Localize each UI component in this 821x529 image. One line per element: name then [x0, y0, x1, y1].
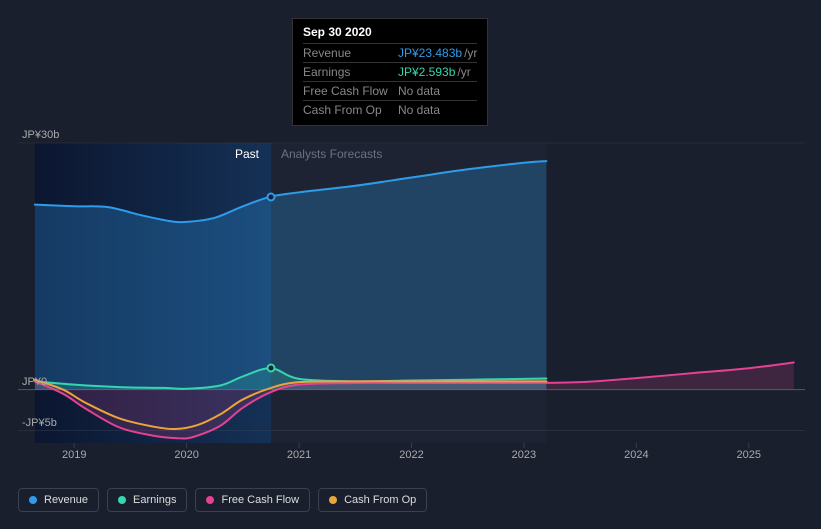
x-axis-label: 2023	[512, 449, 536, 461]
tooltip-row: Free Cash FlowNo data	[303, 81, 477, 100]
legend-item[interactable]: Free Cash Flow	[195, 488, 310, 512]
tooltip-row-value: No data	[398, 84, 440, 98]
tooltip-row-value: JP¥2.593b	[398, 65, 455, 79]
tooltip-row-label: Revenue	[303, 46, 398, 60]
chart-legend: Revenue Earnings Free Cash Flow Cash From O…	[18, 488, 427, 512]
tooltip-row-unit: /yr	[457, 65, 470, 79]
series-marker	[266, 364, 275, 373]
legend-dot-icon	[206, 496, 214, 504]
series-marker	[266, 192, 275, 201]
tooltip-row-label: Earnings	[303, 65, 398, 79]
tooltip-row-value: No data	[398, 103, 440, 117]
legend-dot-icon	[329, 496, 337, 504]
region-label-past: Past	[235, 147, 259, 161]
tooltip-row: EarningsJP¥2.593b /yr	[303, 62, 477, 81]
tooltip-row: Cash From OpNo data	[303, 100, 477, 119]
y-axis-label: -JP¥5b	[22, 417, 57, 429]
region-label-forecast: Analysts Forecasts	[281, 147, 382, 161]
legend-item-label: Cash From Op	[344, 494, 416, 506]
tooltip-row-unit: /yr	[464, 46, 477, 60]
chart-tooltip: Sep 30 2020 RevenueJP¥23.483b /yrEarning…	[292, 18, 488, 126]
x-axis-label: 2019	[62, 449, 86, 461]
x-axis-label: 2022	[399, 449, 423, 461]
x-axis-label: 2024	[624, 449, 648, 461]
y-axis-label: JP¥30b	[22, 129, 59, 141]
legend-item[interactable]: Earnings	[107, 488, 187, 512]
legend-item[interactable]: Revenue	[18, 488, 99, 512]
legend-item-label: Free Cash Flow	[221, 494, 299, 506]
x-axis-label: 2020	[174, 449, 198, 461]
tooltip-row-value: JP¥23.483b	[398, 46, 462, 60]
x-axis-label: 2021	[287, 449, 311, 461]
tooltip-row: RevenueJP¥23.483b /yr	[303, 43, 477, 62]
legend-item-label: Earnings	[133, 494, 176, 506]
legend-item-label: Revenue	[44, 494, 88, 506]
legend-dot-icon	[29, 496, 37, 504]
tooltip-row-label: Free Cash Flow	[303, 84, 398, 98]
tooltip-row-label: Cash From Op	[303, 103, 398, 117]
legend-dot-icon	[118, 496, 126, 504]
x-axis-label: 2025	[737, 449, 761, 461]
legend-item[interactable]: Cash From Op	[318, 488, 427, 512]
tooltip-date: Sep 30 2020	[303, 25, 477, 43]
y-axis-label: JP¥0	[22, 376, 47, 388]
